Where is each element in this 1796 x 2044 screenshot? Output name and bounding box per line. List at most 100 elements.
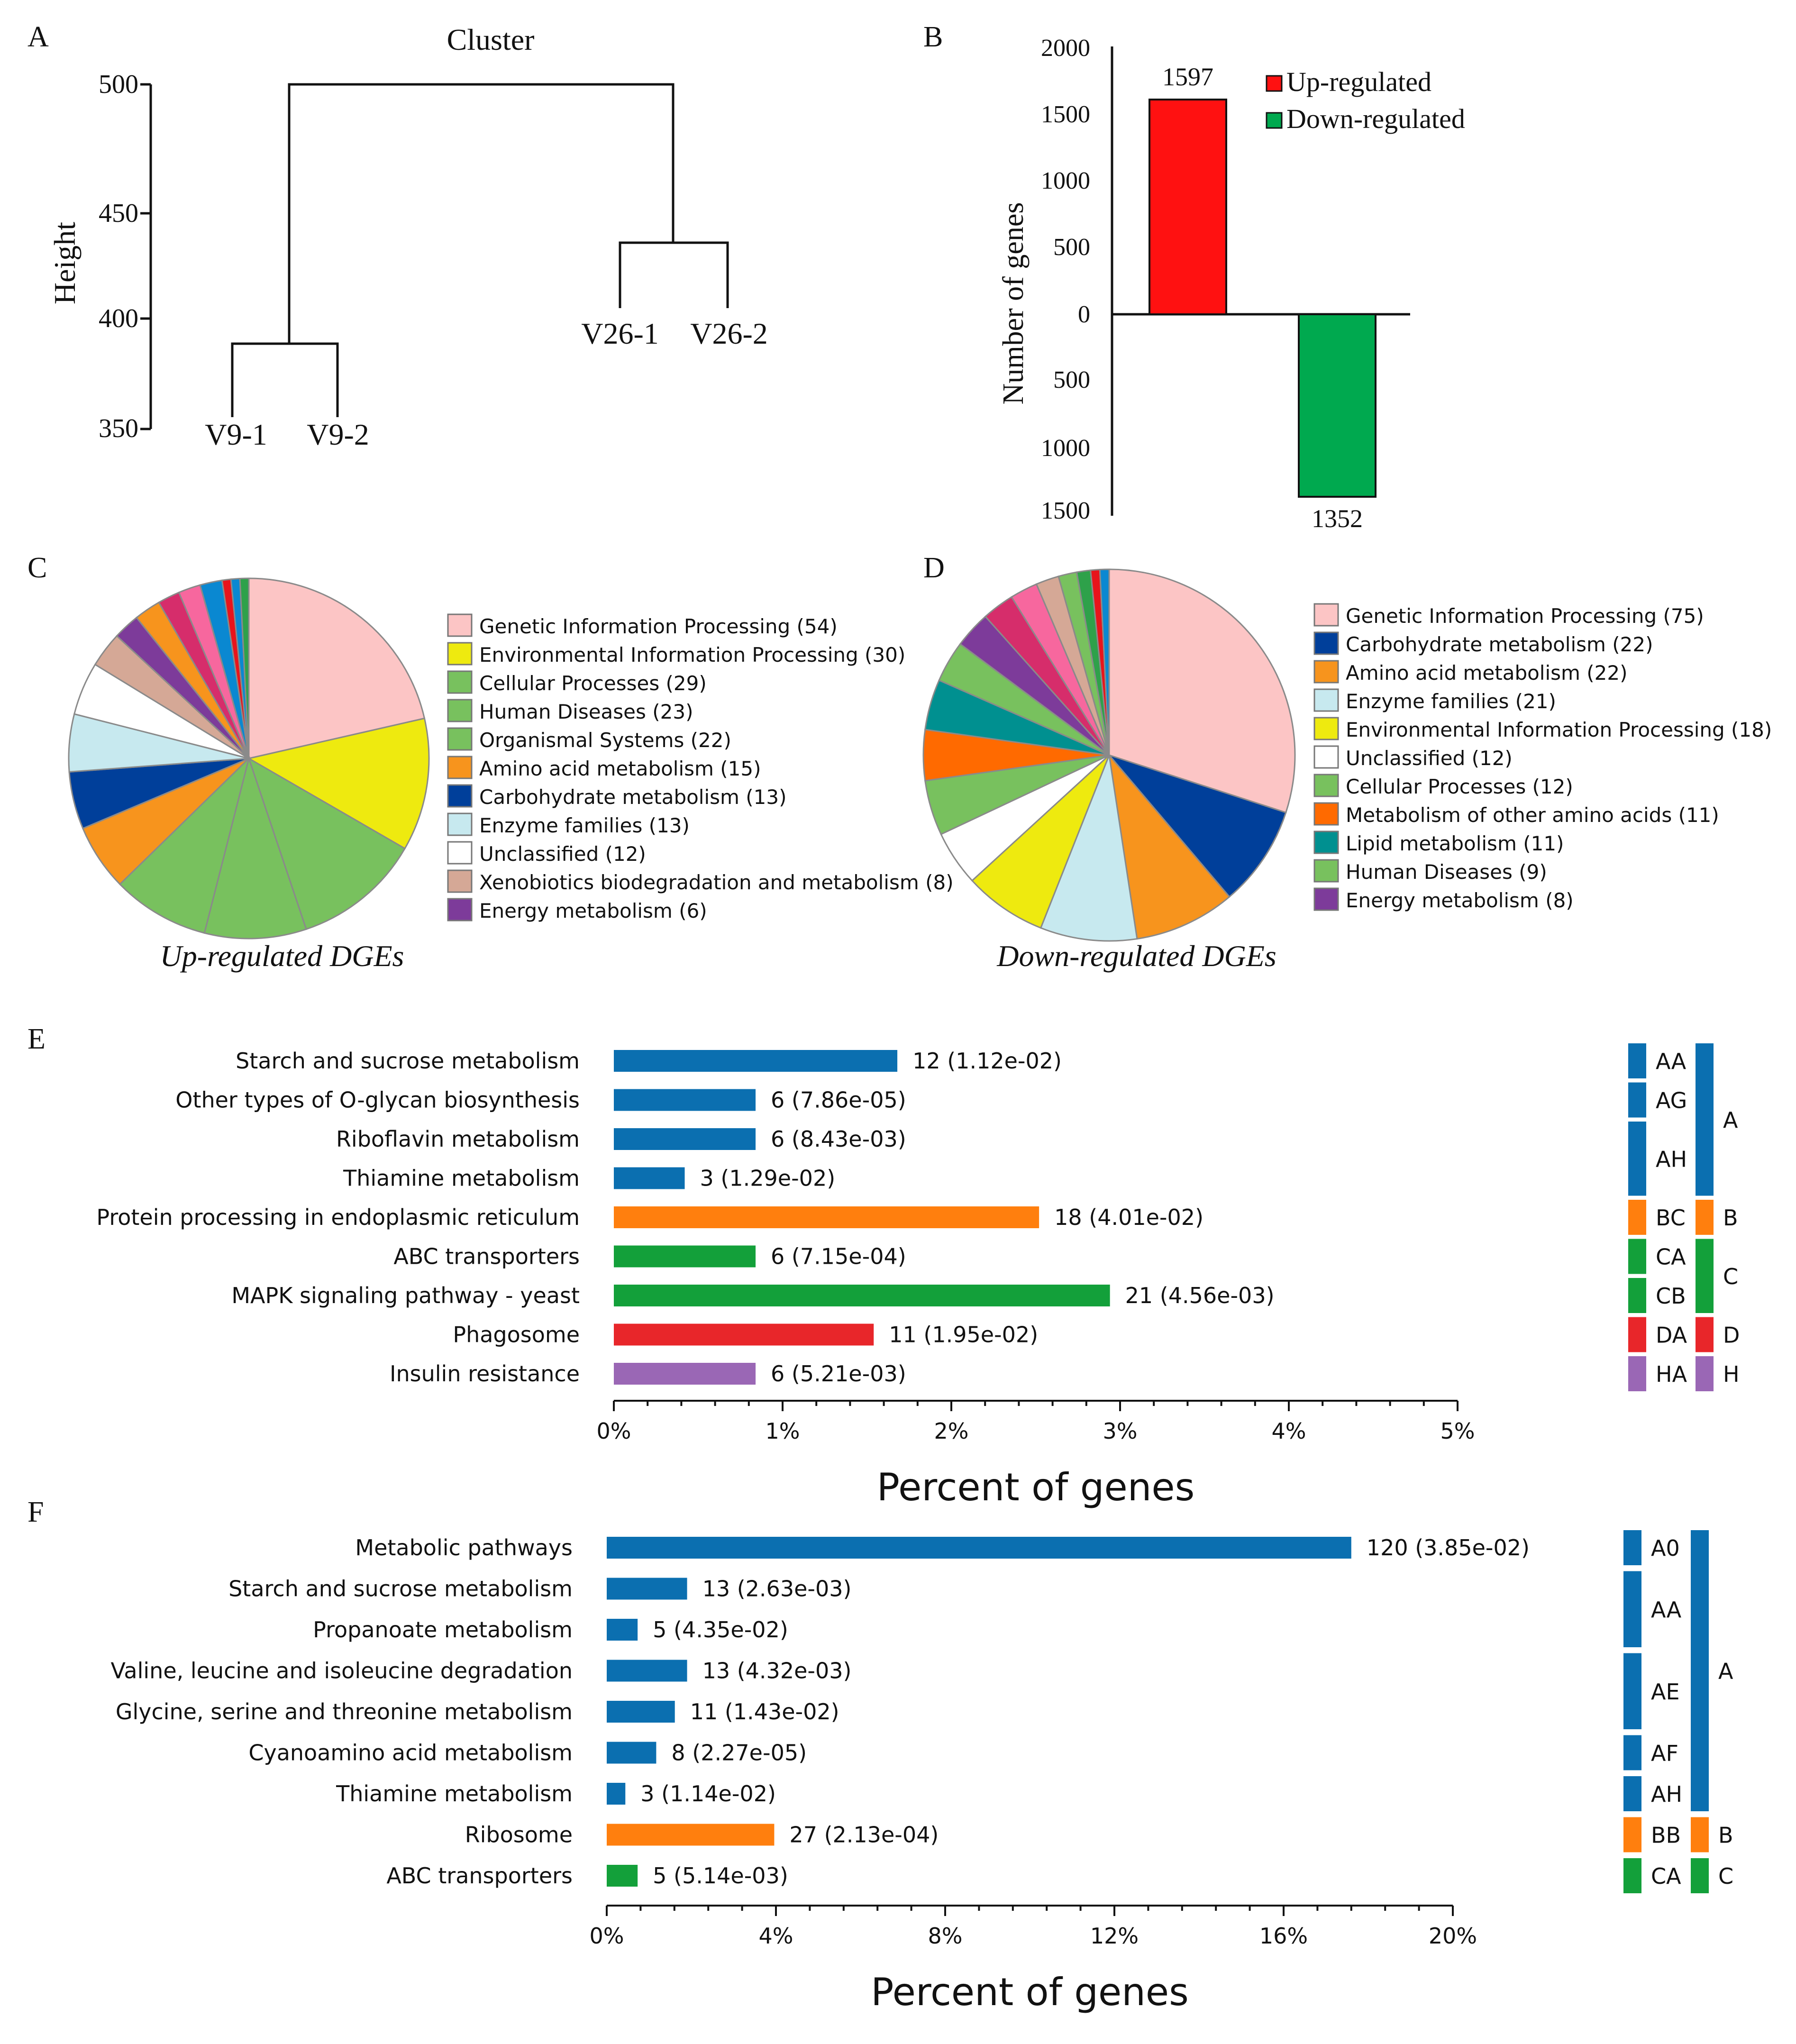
legend-swatch (1313, 859, 1339, 883)
pathway-label: Ribosome (465, 1822, 573, 1848)
category-code: A (1723, 1107, 1738, 1133)
pathway-bar (607, 1865, 638, 1887)
category-bracket (1696, 1356, 1714, 1391)
panel-label-a: A (27, 21, 49, 53)
pie-slice (971, 754, 1110, 929)
pathway-label: Starch and sucrose metabolism (228, 1576, 573, 1602)
legend-swatch-down (1266, 112, 1283, 129)
bar-annotation: 8 (2.27e-05) (671, 1740, 807, 1766)
bar-value-label: 1597 (1162, 63, 1213, 91)
legend-label: Carbohydrate metabolism (13) (479, 785, 787, 809)
leaf-label: V9-1 (205, 418, 267, 451)
panel-label-b: B (923, 21, 943, 53)
pathway-label: Propanoate metabolism (313, 1617, 573, 1642)
x-tick-label: 4% (759, 1923, 793, 1949)
bar-annotation: 27 (2.13e-04) (789, 1822, 939, 1848)
legend-swatch (447, 812, 473, 836)
category-bracket (1623, 1735, 1641, 1770)
category-bracket (1623, 1858, 1641, 1893)
pathway-bar (607, 1537, 1351, 1559)
leaf-label: V26-1 (581, 317, 659, 350)
legend-swatch (447, 699, 473, 722)
dendrogram-branch-v9 (231, 342, 339, 417)
bar-annotation: 13 (2.63e-03) (702, 1576, 852, 1602)
legend-label: Genetic Information Processing (75) (1346, 604, 1704, 628)
x-axis-title: Percent of genes (877, 1465, 1195, 1509)
legend-label: Environmental Information Processing (18… (1346, 718, 1772, 741)
panel-f: F Metabolic pathways 120 (3.85e-02) Starch… (27, 1496, 1733, 2014)
pathway-bar (607, 1619, 638, 1641)
legend-swatch (447, 670, 473, 694)
category-bracket (1696, 1200, 1714, 1235)
bar-annotation: 6 (7.15e-04) (771, 1244, 906, 1269)
y-tick-label: 500 (1053, 234, 1090, 261)
pathway-bar-chart-f: Metabolic pathways 120 (3.85e-02) Starch a… (111, 1530, 1733, 2014)
pathway-label: MAPK signaling pathway - yeast (231, 1283, 580, 1308)
pie-slice (247, 757, 406, 931)
x-tick-label: 20% (1429, 1923, 1477, 1949)
legend-label: Unclassified (12) (479, 842, 646, 866)
category-bracket (1691, 1858, 1709, 1893)
legend-label: Human Diseases (9) (1346, 860, 1547, 884)
bar-up-regulated (1149, 99, 1227, 315)
leaf-label: V26-2 (690, 317, 768, 350)
category-bracket (1691, 1530, 1709, 1811)
y-tick-label: 1500 (1041, 497, 1090, 524)
category-bracket (1623, 1817, 1641, 1852)
panel-d: D Genetic Information Processing (75) Car… (922, 552, 1772, 973)
legend-label: Carbohydrate metabolism (22) (1346, 633, 1653, 656)
legend-swatch (447, 613, 473, 637)
y-tick-label: 500 (99, 70, 138, 99)
bar-annotation: 3 (1.29e-02) (700, 1166, 836, 1191)
legend-label: Unclassified (12) (1346, 747, 1513, 770)
bar-annotation: 13 (4.32e-03) (702, 1658, 852, 1684)
category-code: AG (1656, 1088, 1687, 1113)
legend-swatch (1313, 603, 1339, 627)
category-code: HA (1656, 1361, 1687, 1387)
pathway-label: Phagosome (453, 1322, 580, 1348)
bar-chart-y-ticks: 2000 1500 1000 500 0 500 1000 1500 (1041, 35, 1090, 524)
legend-swatch (447, 727, 473, 751)
bar-annotation: 11 (1.43e-02) (690, 1699, 839, 1725)
pathway-bar (607, 1742, 656, 1764)
category-code: AH (1656, 1146, 1687, 1172)
category-bracket (1696, 1043, 1714, 1196)
pathway-bar (614, 1323, 874, 1346)
category-bracket (1628, 1082, 1646, 1118)
x-tick-label: 8% (928, 1923, 963, 1949)
pathway-label: Riboflavin metabolism (336, 1126, 580, 1152)
category-bracket (1623, 1776, 1641, 1811)
pathway-label: Thiamine metabolism (343, 1166, 580, 1191)
pie-caption-up: Up-regulated DGEs (160, 939, 404, 973)
legend-swatch (1313, 802, 1339, 826)
x-tick-label: 2% (934, 1418, 969, 1444)
pathway-bar (607, 1701, 675, 1723)
pathway-bar-chart-e: Starch and sucrose metabolism 12 (1.12e-0… (96, 1043, 1740, 1509)
pie-legend-down: Genetic Information Processing (75) Carbo… (1313, 603, 1772, 912)
legend-label: Environmental Information Processing (30… (479, 643, 905, 666)
legend-label: Energy metabolism (6) (479, 899, 707, 922)
bar-annotation: 18 (4.01e-02) (1054, 1204, 1203, 1230)
x-tick-label: 3% (1103, 1418, 1138, 1444)
category-code: B (1718, 1823, 1733, 1848)
legend-label: Xenobiotics biodegradation and metabolis… (479, 871, 954, 894)
pathway-label: Metabolic pathways (355, 1535, 573, 1560)
pathway-bar (607, 1578, 687, 1600)
pathway-bar (614, 1285, 1110, 1306)
category-bracket (1696, 1239, 1714, 1313)
pathway-label: Insulin resistance (390, 1361, 580, 1387)
pie-caption-down: Down-regulated DGEs (996, 939, 1276, 973)
pie-slice (203, 756, 307, 940)
pathway-bar (607, 1783, 626, 1805)
pathway-bar (614, 1128, 756, 1150)
bar-annotation: 6 (7.86e-05) (771, 1087, 906, 1113)
pathway-bar (614, 1050, 898, 1072)
pie-legend-up: Genetic Information Processing (54) Envir… (447, 613, 954, 922)
pie-chart-down (922, 568, 1296, 942)
category-code: CA (1656, 1244, 1686, 1270)
legend-swatch-up (1266, 75, 1283, 92)
y-tick-label: 500 (1053, 366, 1090, 393)
pie-slice (119, 756, 250, 934)
pie-slice (248, 577, 426, 759)
legend-swatch (447, 898, 473, 922)
